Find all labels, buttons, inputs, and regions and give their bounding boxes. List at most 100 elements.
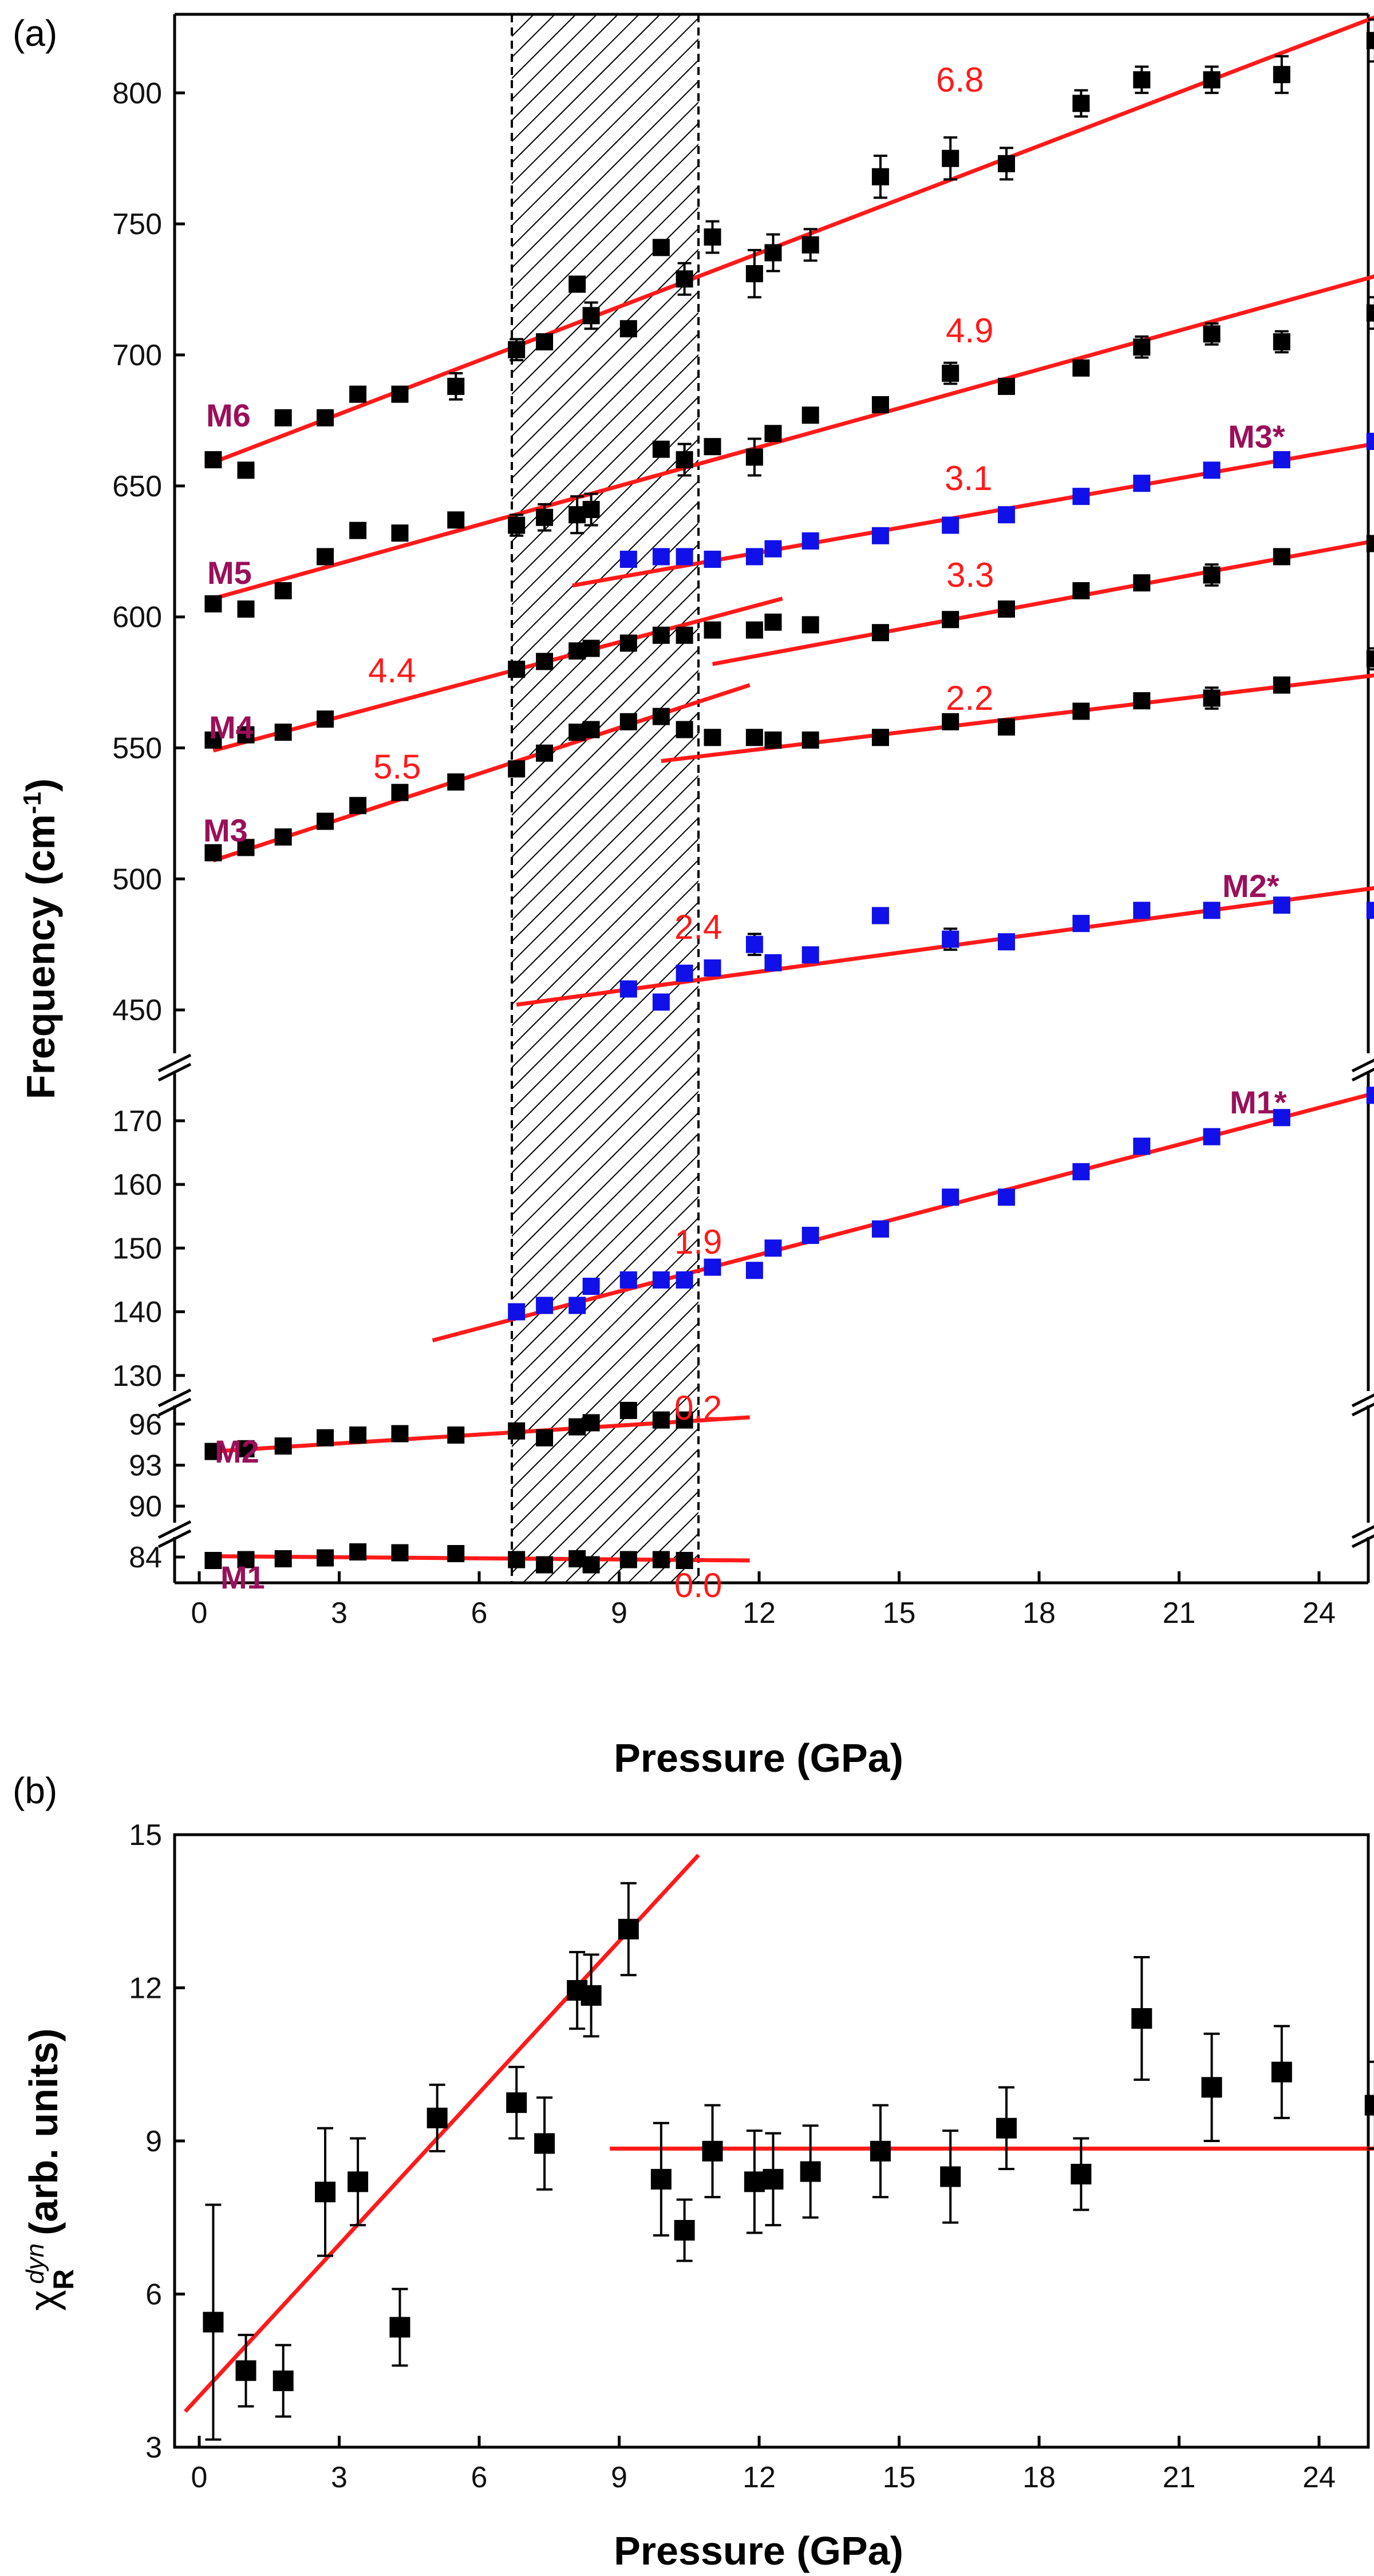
data-point-m2-8 <box>536 1429 554 1447</box>
data-point-m4-22 <box>1366 535 1374 552</box>
panel-a-y-tick-label-450: 450 <box>112 994 162 1027</box>
data-point-m2-3 <box>317 1429 334 1447</box>
panel-b-data-point-4 <box>348 2171 369 2192</box>
data-point-m1-star-15 <box>1133 1137 1151 1155</box>
data-point-m3-25 <box>1366 650 1374 667</box>
panel-a-y-tick-label-130: 130 <box>112 1360 162 1393</box>
panel-b-data-point-13 <box>674 2220 695 2241</box>
data-point-m1-6 <box>447 1545 465 1562</box>
panel-a-y-axis-title-tail: ) <box>18 779 63 792</box>
data-point-m3-star-6 <box>802 532 819 550</box>
mode-label-m5: M5 <box>207 555 252 591</box>
data-point-m3-8 <box>536 744 554 762</box>
data-point-m2-1 <box>237 1440 255 1457</box>
data-point-m6-22 <box>1133 71 1151 89</box>
data-point-m4-7 <box>582 639 600 657</box>
panel-b-data-point-3 <box>315 2182 336 2203</box>
data-point-m1-13 <box>676 1552 693 1569</box>
data-point-m3-1 <box>237 839 255 856</box>
panel-a-x-tick-label-9: 9 <box>611 1597 627 1630</box>
data-point-m1-star-6 <box>676 1271 693 1289</box>
data-point-m3-star-7 <box>871 527 889 544</box>
data-point-m2-4 <box>349 1426 367 1444</box>
data-point-m5-21 <box>1133 338 1151 356</box>
data-point-m1-star-14 <box>1072 1163 1090 1180</box>
axis-break-mark-2-right-a <box>1351 1393 1374 1408</box>
data-point-m6-11 <box>619 320 637 338</box>
data-point-m1-11 <box>619 1551 637 1568</box>
slope-label-6-8: 6.8 <box>936 61 984 99</box>
data-point-m2-2 <box>274 1437 292 1455</box>
data-point-m5-7 <box>508 516 526 534</box>
data-point-m2-star-3 <box>704 959 721 977</box>
data-point-m5-2 <box>274 582 292 599</box>
data-point-m6-6 <box>447 377 465 395</box>
mode-label-m1-star: M1* <box>1230 1084 1287 1120</box>
data-point-m6-0 <box>204 451 222 469</box>
data-point-m1-10 <box>582 1556 600 1574</box>
mode-label-m3-star: M3* <box>1228 418 1285 455</box>
slope-label-4-4: 4.4 <box>368 651 416 690</box>
data-point-m3-19 <box>942 713 960 730</box>
data-point-m3-star-1 <box>652 548 670 566</box>
slope-label-4-9: 4.9 <box>946 311 993 350</box>
panel-a-x-tick-label-3: 3 <box>331 1597 348 1630</box>
data-point-m6-18 <box>871 168 889 185</box>
data-point-m2-star-5 <box>764 954 782 971</box>
panel-b-x-tick-label-12: 12 <box>743 2461 776 2494</box>
mode-label-m2: M2 <box>215 1433 259 1469</box>
panel-b-x-axis-title: Pressure (GPa) <box>614 2528 903 2573</box>
data-point-m6-13 <box>676 270 693 288</box>
data-point-m2-star-2 <box>676 965 693 982</box>
data-point-m1-2 <box>274 1550 292 1567</box>
panel-a-x-axis-title: Pressure (GPa) <box>614 1736 903 1780</box>
data-point-m4-9 <box>652 626 670 644</box>
data-point-m3-star-12 <box>1203 461 1221 479</box>
panel-b-data-point-7 <box>506 2092 527 2113</box>
slope-label-0-0: 0.0 <box>674 1566 722 1605</box>
fit-line-slope-4-9-1 <box>212 274 1374 601</box>
data-point-m2-star-4 <box>745 935 763 953</box>
data-point-m4-13 <box>764 613 782 631</box>
data-point-m2-5 <box>391 1425 409 1443</box>
data-point-m4-3 <box>317 710 334 728</box>
panel-b-data-point-19 <box>940 2166 961 2187</box>
slope-label-2-4: 2.4 <box>674 908 722 946</box>
data-point-m4-14 <box>802 616 819 634</box>
data-point-m5-16 <box>802 406 819 424</box>
panel-b-data-point-11 <box>618 1918 639 1939</box>
data-point-m1-4 <box>349 1543 367 1560</box>
panel-a-y-tick-label-750: 750 <box>112 208 162 241</box>
data-point-m5-24 <box>1366 304 1374 322</box>
fit-line-slope-6-8-0 <box>212 15 1374 464</box>
panel-a-y-axis-title-main: Frequency (cm <box>18 814 63 1099</box>
data-point-m1-star-17 <box>1273 1109 1290 1127</box>
data-point-m3-18 <box>871 729 889 746</box>
data-point-m2-12 <box>652 1411 670 1429</box>
panel-a-y-tick-label-150: 150 <box>112 1232 162 1265</box>
data-point-m2-star-14 <box>1366 902 1374 919</box>
data-point-m2-10 <box>582 1414 600 1432</box>
data-point-m1-7 <box>508 1551 526 1568</box>
data-point-m6-23 <box>1203 71 1221 89</box>
mode-label-m1: M1 <box>220 1559 265 1595</box>
data-point-m3-star-8 <box>942 516 960 534</box>
panel-b-data-point-21 <box>1071 2163 1092 2184</box>
panel-a-y-tick-label-160: 160 <box>112 1168 162 1202</box>
data-point-m5-11 <box>652 440 670 458</box>
data-point-m4-5 <box>536 653 554 670</box>
data-point-m4-2 <box>274 724 292 741</box>
data-point-m1-star-13 <box>997 1188 1015 1206</box>
data-point-m5-12 <box>676 451 693 469</box>
data-point-m3-7 <box>508 760 526 778</box>
data-point-m4-21 <box>1273 548 1290 566</box>
data-point-m2-star-8 <box>942 930 960 948</box>
panel-b-x-tick-label-21: 21 <box>1163 2461 1196 2494</box>
data-point-m4-16 <box>942 611 960 629</box>
data-point-m3-10 <box>582 721 600 738</box>
data-point-m6-8 <box>536 333 554 351</box>
panel-a-y-tick-label-96: 96 <box>129 1408 162 1441</box>
data-point-m1-star-12 <box>942 1188 960 1206</box>
data-point-m4-11 <box>704 621 721 639</box>
data-point-m5-14 <box>745 448 763 466</box>
